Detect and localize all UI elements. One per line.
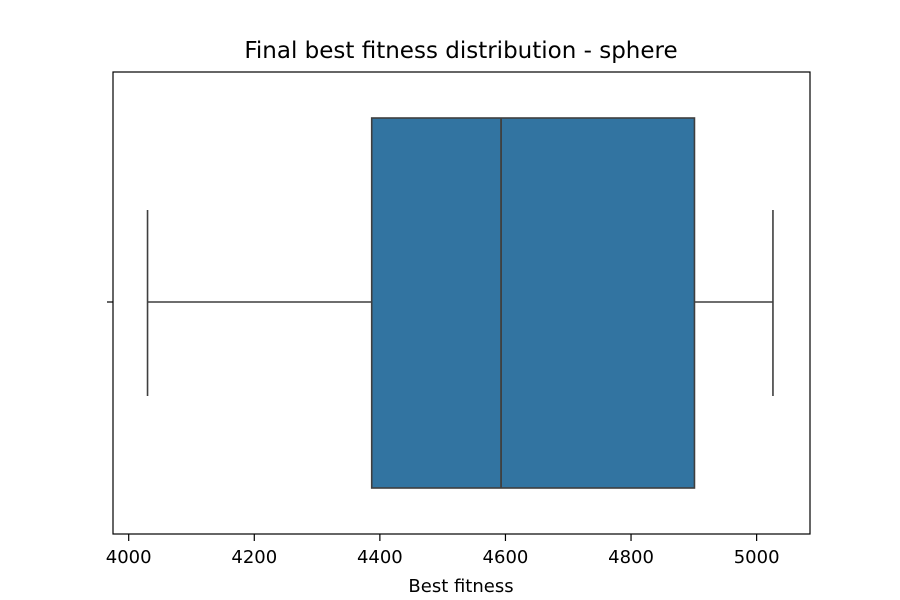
- plot-frame: [112, 71, 811, 535]
- x-tick-label: 4200: [231, 547, 277, 568]
- x-axis-ticks: 4000 4200 4400 4600 4800 5000: [106, 301, 780, 568]
- x-axis-label: Best fitness: [408, 576, 513, 597]
- x-tick-label: 4000: [106, 547, 152, 568]
- x-tick-label: 5000: [734, 547, 780, 568]
- x-tick-label: 4400: [357, 547, 403, 568]
- x-tick-label: 4800: [608, 547, 654, 568]
- x-tick-label: 4600: [483, 547, 529, 568]
- chart-title: Final best fitness distribution - sphere: [244, 38, 677, 64]
- interquartile-box: [370, 117, 696, 489]
- box-plot-series: [146, 117, 774, 489]
